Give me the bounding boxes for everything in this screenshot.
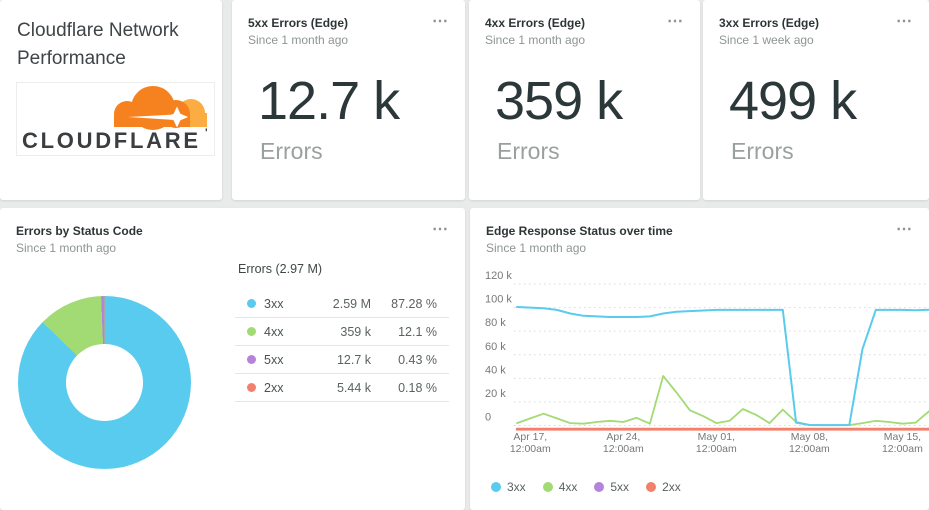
series-dot-3xx bbox=[247, 299, 256, 308]
legend-item-2xx[interactable]: 2xx bbox=[646, 480, 681, 494]
card-subtitle: Since 1 month ago bbox=[248, 33, 349, 47]
svg-text:40 k: 40 k bbox=[485, 364, 506, 376]
logo-wordmark: CLOUDFLARE bbox=[22, 128, 202, 153]
stat-value: 12.7 k bbox=[258, 71, 400, 131]
svg-text:12:00am: 12:00am bbox=[696, 443, 737, 455]
logo-trademark: ' bbox=[205, 127, 208, 139]
cloudflare-logo-image: CLOUDFLARE ' bbox=[22, 86, 208, 153]
row-percent: 0.18 % bbox=[398, 380, 437, 395]
series-dot-2xx bbox=[247, 383, 256, 392]
stat-unit: Errors bbox=[497, 138, 560, 164]
card-menu-icon[interactable]: ⋯ bbox=[432, 221, 449, 238]
card-title: Errors by Status Code bbox=[16, 224, 143, 238]
row-label: 3xx bbox=[264, 296, 284, 311]
legend-item-4xx[interactable]: 4xx bbox=[542, 480, 578, 494]
edge-response-status-card: Edge Response Status over time Since 1 m… bbox=[470, 208, 929, 510]
svg-text:Apr 17,: Apr 17, bbox=[513, 431, 547, 443]
svg-text:May 15,: May 15, bbox=[884, 431, 921, 443]
status-code-table: Errors (2.97 M) 3xx 2.59 M 87.28 % 4xx 3… bbox=[235, 262, 449, 402]
legend-item-5xx[interactable]: 5xx bbox=[594, 480, 629, 494]
donut-hole bbox=[66, 344, 143, 421]
card-subtitle: Since 1 month ago bbox=[485, 33, 586, 47]
card-menu-icon[interactable]: ⋯ bbox=[432, 13, 449, 30]
table-row-4xx[interactable]: 4xx 359 k 12.1 % bbox=[235, 318, 449, 346]
card-menu-icon[interactable]: ⋯ bbox=[896, 13, 913, 30]
card-title: 3xx Errors (Edge) bbox=[719, 16, 820, 30]
row-value: 5.44 k bbox=[336, 380, 371, 395]
stat-unit: Errors bbox=[260, 138, 323, 164]
card-subtitle: Since 1 week ago bbox=[719, 33, 814, 47]
svg-text:80 k: 80 k bbox=[485, 317, 506, 329]
sparkle-streak bbox=[128, 114, 175, 120]
legend-dot-4xx bbox=[542, 482, 553, 492]
table-header: Errors (2.97 M) bbox=[238, 262, 323, 276]
donut-chart[interactable] bbox=[18, 296, 191, 469]
card-subtitle: Since 1 month ago bbox=[16, 241, 117, 255]
legend-dot-2xx bbox=[646, 482, 657, 492]
cloudflare-logo: CLOUDFLARE ' bbox=[16, 82, 215, 156]
stat-card-5xx: 5xx Errors (Edge) Since 1 month ago ⋯ 12… bbox=[232, 0, 465, 200]
svg-text:120 k: 120 k bbox=[485, 270, 512, 282]
legend-dot-5xx bbox=[594, 482, 605, 492]
row-percent: 87.28 % bbox=[391, 296, 437, 311]
legend-label: 4xx bbox=[558, 480, 578, 494]
svg-text:12:00am: 12:00am bbox=[603, 443, 644, 455]
series-dot-4xx bbox=[247, 327, 256, 336]
svg-text:May 01,: May 01, bbox=[698, 431, 735, 443]
svg-text:20 k: 20 k bbox=[485, 388, 506, 400]
card-title: 5xx Errors (Edge) bbox=[248, 16, 349, 30]
stat-card-4xx: 4xx Errors (Edge) Since 1 month ago ⋯ 35… bbox=[469, 0, 700, 200]
sparkle-star-icon bbox=[165, 106, 189, 128]
table-row-5xx[interactable]: 5xx 12.7 k 0.43 % bbox=[235, 346, 449, 374]
svg-text:100 k: 100 k bbox=[485, 294, 512, 306]
legend-label: 3xx bbox=[507, 480, 526, 494]
svg-text:12:00am: 12:00am bbox=[789, 443, 830, 455]
series-dot-5xx bbox=[247, 355, 256, 364]
row-value: 12.7 k bbox=[336, 352, 371, 367]
row-label: 2xx bbox=[264, 380, 284, 395]
stat-unit: Errors bbox=[731, 138, 794, 164]
svg-text:0: 0 bbox=[485, 412, 491, 424]
card-menu-icon[interactable]: ⋯ bbox=[896, 221, 913, 238]
svg-text:12:00am: 12:00am bbox=[510, 443, 551, 455]
row-label: 5xx bbox=[264, 352, 284, 367]
svg-text:60 k: 60 k bbox=[485, 341, 506, 353]
legend-label: 5xx bbox=[610, 480, 630, 494]
card-subtitle: Since 1 month ago bbox=[486, 241, 587, 255]
row-percent: 12.1 % bbox=[398, 324, 437, 339]
stat-value: 359 k bbox=[495, 71, 623, 131]
row-percent: 0.43 % bbox=[398, 352, 437, 367]
svg-text:Apr 24,: Apr 24, bbox=[606, 431, 640, 443]
legend-item-3xx[interactable]: 3xx bbox=[491, 480, 526, 494]
legend-dot-3xx bbox=[491, 482, 501, 492]
row-value: 359 k bbox=[340, 324, 371, 339]
row-value: 2.59 M bbox=[332, 296, 371, 311]
svg-text:May 08,: May 08, bbox=[791, 431, 828, 443]
svg-text:12:00am: 12:00am bbox=[882, 443, 923, 455]
row-label: 4xx bbox=[264, 324, 284, 339]
stat-value: 499 k bbox=[729, 71, 857, 131]
stat-card-3xx: 3xx Errors (Edge) Since 1 week ago ⋯ 499… bbox=[703, 0, 929, 200]
errors-by-status-card: Errors by Status Code Since 1 month ago … bbox=[0, 208, 465, 510]
dashboard-title-card: Cloudflare Network Performance CLOUDFLAR… bbox=[0, 0, 222, 200]
card-title: 4xx Errors (Edge) bbox=[485, 16, 586, 30]
card-menu-icon[interactable]: ⋯ bbox=[667, 13, 684, 30]
chart-legend: 3xx 4xx 5xx 2xx bbox=[491, 480, 681, 494]
legend-label: 2xx bbox=[662, 480, 681, 494]
card-title: Edge Response Status over time bbox=[486, 224, 673, 238]
dashboard-title: Cloudflare Network Performance bbox=[17, 20, 179, 69]
table-row-3xx[interactable]: 3xx 2.59 M 87.28 % bbox=[235, 290, 449, 318]
table-row-2xx[interactable]: 2xx 5.44 k 0.18 % bbox=[235, 374, 449, 402]
